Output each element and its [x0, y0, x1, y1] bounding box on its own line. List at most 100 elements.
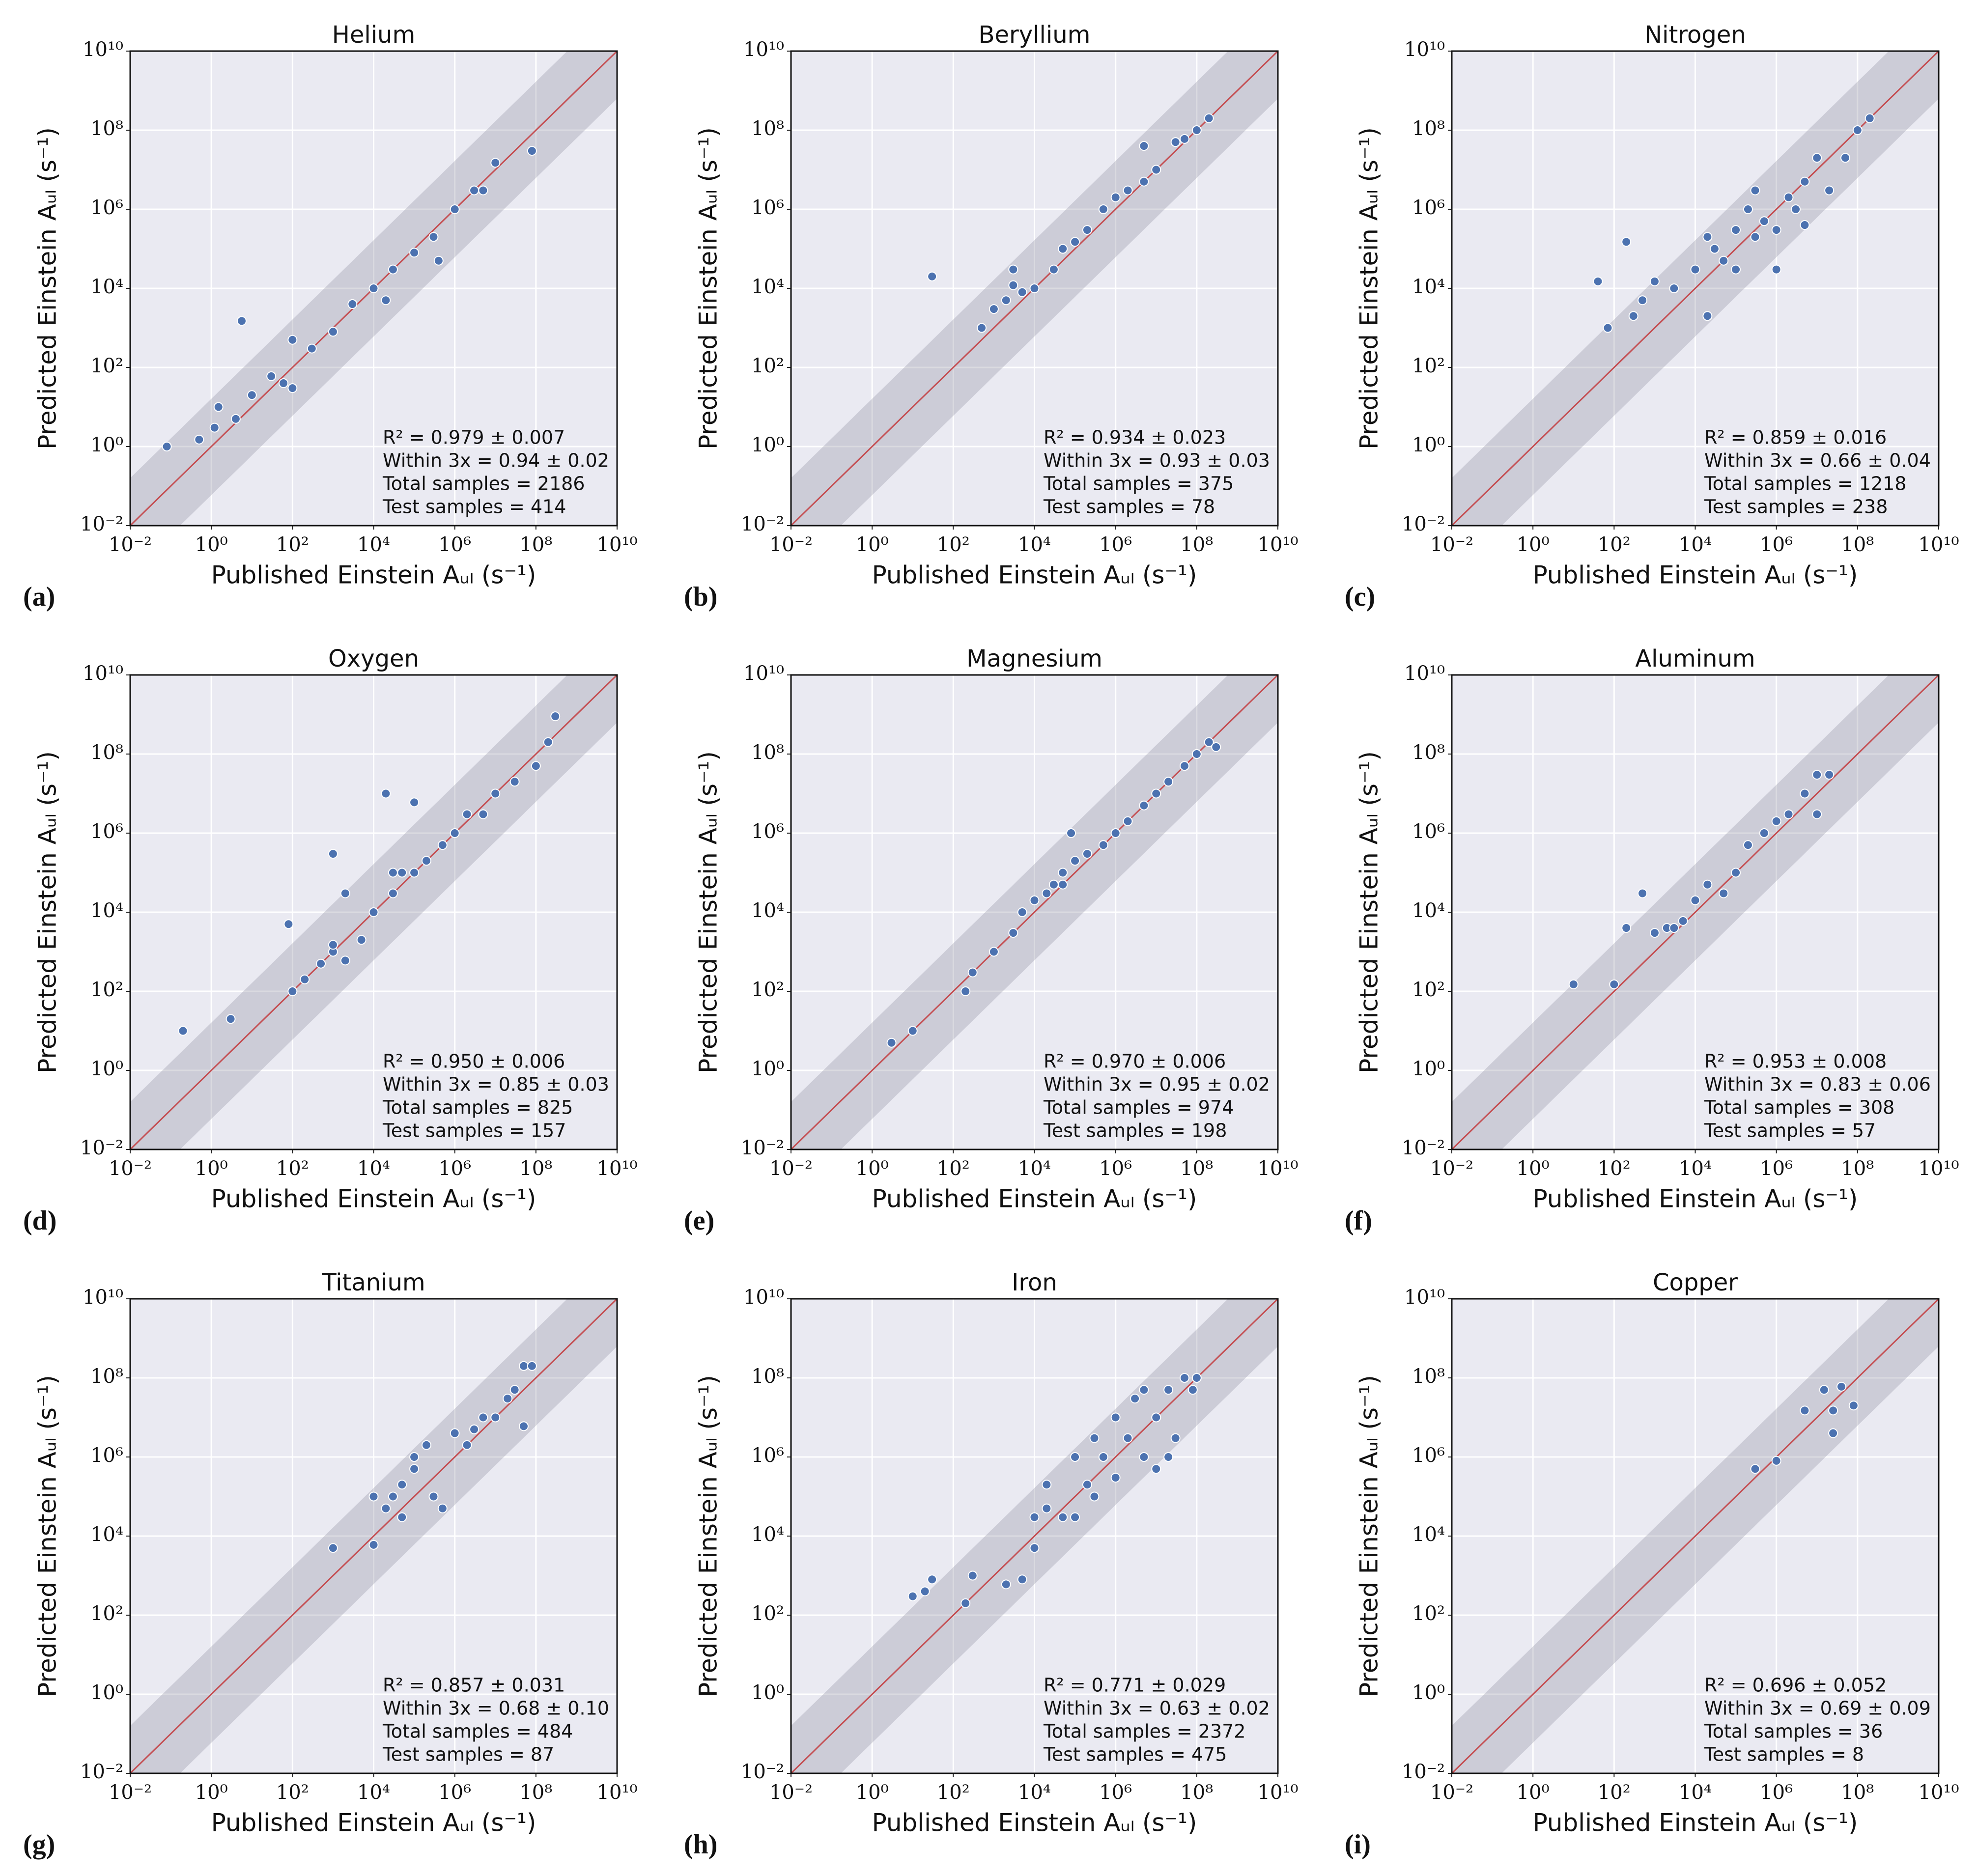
point [421, 1440, 431, 1450]
point [1771, 264, 1781, 275]
point [437, 840, 448, 850]
point [1759, 216, 1769, 226]
y-tick-label: 10⁻² [80, 1137, 123, 1159]
annotation: Total samples = 308 [1704, 1097, 1894, 1119]
point [469, 185, 480, 196]
point [1191, 1373, 1202, 1383]
point [1812, 770, 1822, 780]
y-tick-label: 10⁶ [90, 820, 123, 843]
point [1058, 244, 1068, 254]
y-tick-label: 10² [90, 1602, 123, 1625]
point [194, 434, 204, 445]
panel-label: (h) [684, 1829, 717, 1860]
y-tick-label: 10⁶ [751, 196, 784, 219]
x-tick-label: 10⁻² [109, 533, 152, 556]
point [1621, 923, 1632, 933]
x-tick-label: 10² [1598, 1781, 1631, 1804]
point [1151, 788, 1161, 799]
chart-title: Aluminum [1635, 645, 1755, 672]
y-tick-label: 10⁰ [1412, 1058, 1445, 1080]
point [316, 958, 326, 969]
plot-area [791, 675, 1278, 1149]
point [886, 1037, 897, 1048]
point [1771, 225, 1781, 235]
point [1828, 1405, 1838, 1416]
point [1163, 1452, 1174, 1462]
point [397, 868, 407, 878]
x-tick-label: 10⁶ [438, 1781, 471, 1804]
point [1191, 125, 1202, 135]
point [1139, 176, 1149, 187]
y-tick-label: 10¹⁰ [1404, 1286, 1445, 1309]
annotation: Total samples = 825 [382, 1097, 573, 1119]
point [977, 323, 987, 333]
y-tick-label: 10⁰ [90, 434, 123, 456]
point [421, 856, 431, 866]
x-tick-label: 10¹⁰ [597, 1157, 638, 1180]
x-tick-label: 10⁸ [1841, 533, 1874, 556]
y-tick-label: 10⁻² [741, 1761, 784, 1783]
annotation: R² = 0.979 ± 0.007 [383, 427, 565, 448]
y-axis-label: Predicted Einstein Aᵤₗ (s⁻¹) [1355, 751, 1384, 1073]
x-tick-label: 10⁴ [1679, 1157, 1712, 1180]
x-tick-label: 10⁻² [769, 533, 813, 556]
point [509, 777, 520, 787]
point [450, 828, 460, 838]
x-tick-label: 10⁰ [195, 1781, 228, 1804]
y-tick-label: 10⁸ [1412, 117, 1445, 140]
point [490, 1412, 501, 1423]
x-tick-label: 10⁶ [438, 533, 471, 556]
point [1008, 928, 1018, 938]
y-tick-label: 10⁸ [1412, 741, 1445, 764]
point [1089, 1491, 1100, 1502]
point [368, 907, 379, 917]
y-tick-label: 10⁴ [1412, 1523, 1445, 1546]
point [1800, 176, 1810, 187]
point [1070, 1512, 1080, 1522]
x-tick-label: 10⁸ [519, 1781, 552, 1804]
point [1017, 907, 1027, 917]
x-tick-label: 10² [937, 1157, 970, 1180]
y-tick-label: 10¹⁰ [743, 1286, 784, 1309]
point [1852, 125, 1863, 135]
point [236, 316, 247, 326]
point [1828, 1428, 1838, 1438]
y-tick-label: 10⁻² [1402, 1137, 1445, 1159]
y-axis-label: Predicted Einstein Aᵤₗ (s⁻¹) [694, 1375, 723, 1697]
point [920, 1586, 930, 1596]
y-tick-label: 10⁸ [90, 1365, 123, 1388]
y-tick-label: 10² [90, 355, 123, 377]
annotation: R² = 0.970 ± 0.006 [1044, 1051, 1226, 1072]
point [960, 1598, 971, 1608]
x-tick-label: 10⁶ [1760, 533, 1793, 556]
point [490, 158, 501, 168]
point [509, 1385, 520, 1395]
annotation: R² = 0.857 ± 0.031 [383, 1675, 565, 1696]
y-tick-label: 10⁰ [1412, 434, 1445, 456]
panel: 10⁻² 10⁰ 10² 10⁴ 10⁶ 10⁸ 10¹⁰ 10⁻² 10⁰ 10² 10⁴ 10⁶ 1… [23, 1269, 637, 1860]
point [1731, 868, 1741, 878]
y-tick-label: 10⁶ [90, 196, 123, 219]
point [1864, 113, 1875, 123]
y-tick-label: 10⁸ [751, 117, 784, 140]
x-axis-label: Published Einstein Aᵤₗ (s⁻¹) [872, 561, 1197, 589]
point [478, 809, 488, 819]
point [1204, 113, 1214, 123]
point [266, 371, 277, 381]
point [381, 295, 391, 306]
annotation: Test samples = 198 [1043, 1120, 1227, 1142]
y-tick-label: 10⁰ [751, 1681, 784, 1704]
point [428, 232, 439, 242]
plot-frame [1451, 50, 1940, 527]
x-tick-label: 10¹⁰ [597, 533, 638, 556]
x-tick-label: 10⁻² [109, 1157, 152, 1180]
point [328, 849, 338, 859]
chart-title: Helium [332, 21, 415, 49]
panel: 10⁻² 10⁰ 10² 10⁴ 10⁶ 10⁸ 10¹⁰ 10⁻² 10⁰ 10² 10⁴ 10⁶ 1… [23, 645, 638, 1236]
x-tick-label: 10⁸ [1180, 533, 1213, 556]
point [518, 1361, 529, 1371]
point [462, 809, 472, 819]
annotation: Test samples = 414 [382, 496, 566, 518]
point [368, 283, 379, 293]
